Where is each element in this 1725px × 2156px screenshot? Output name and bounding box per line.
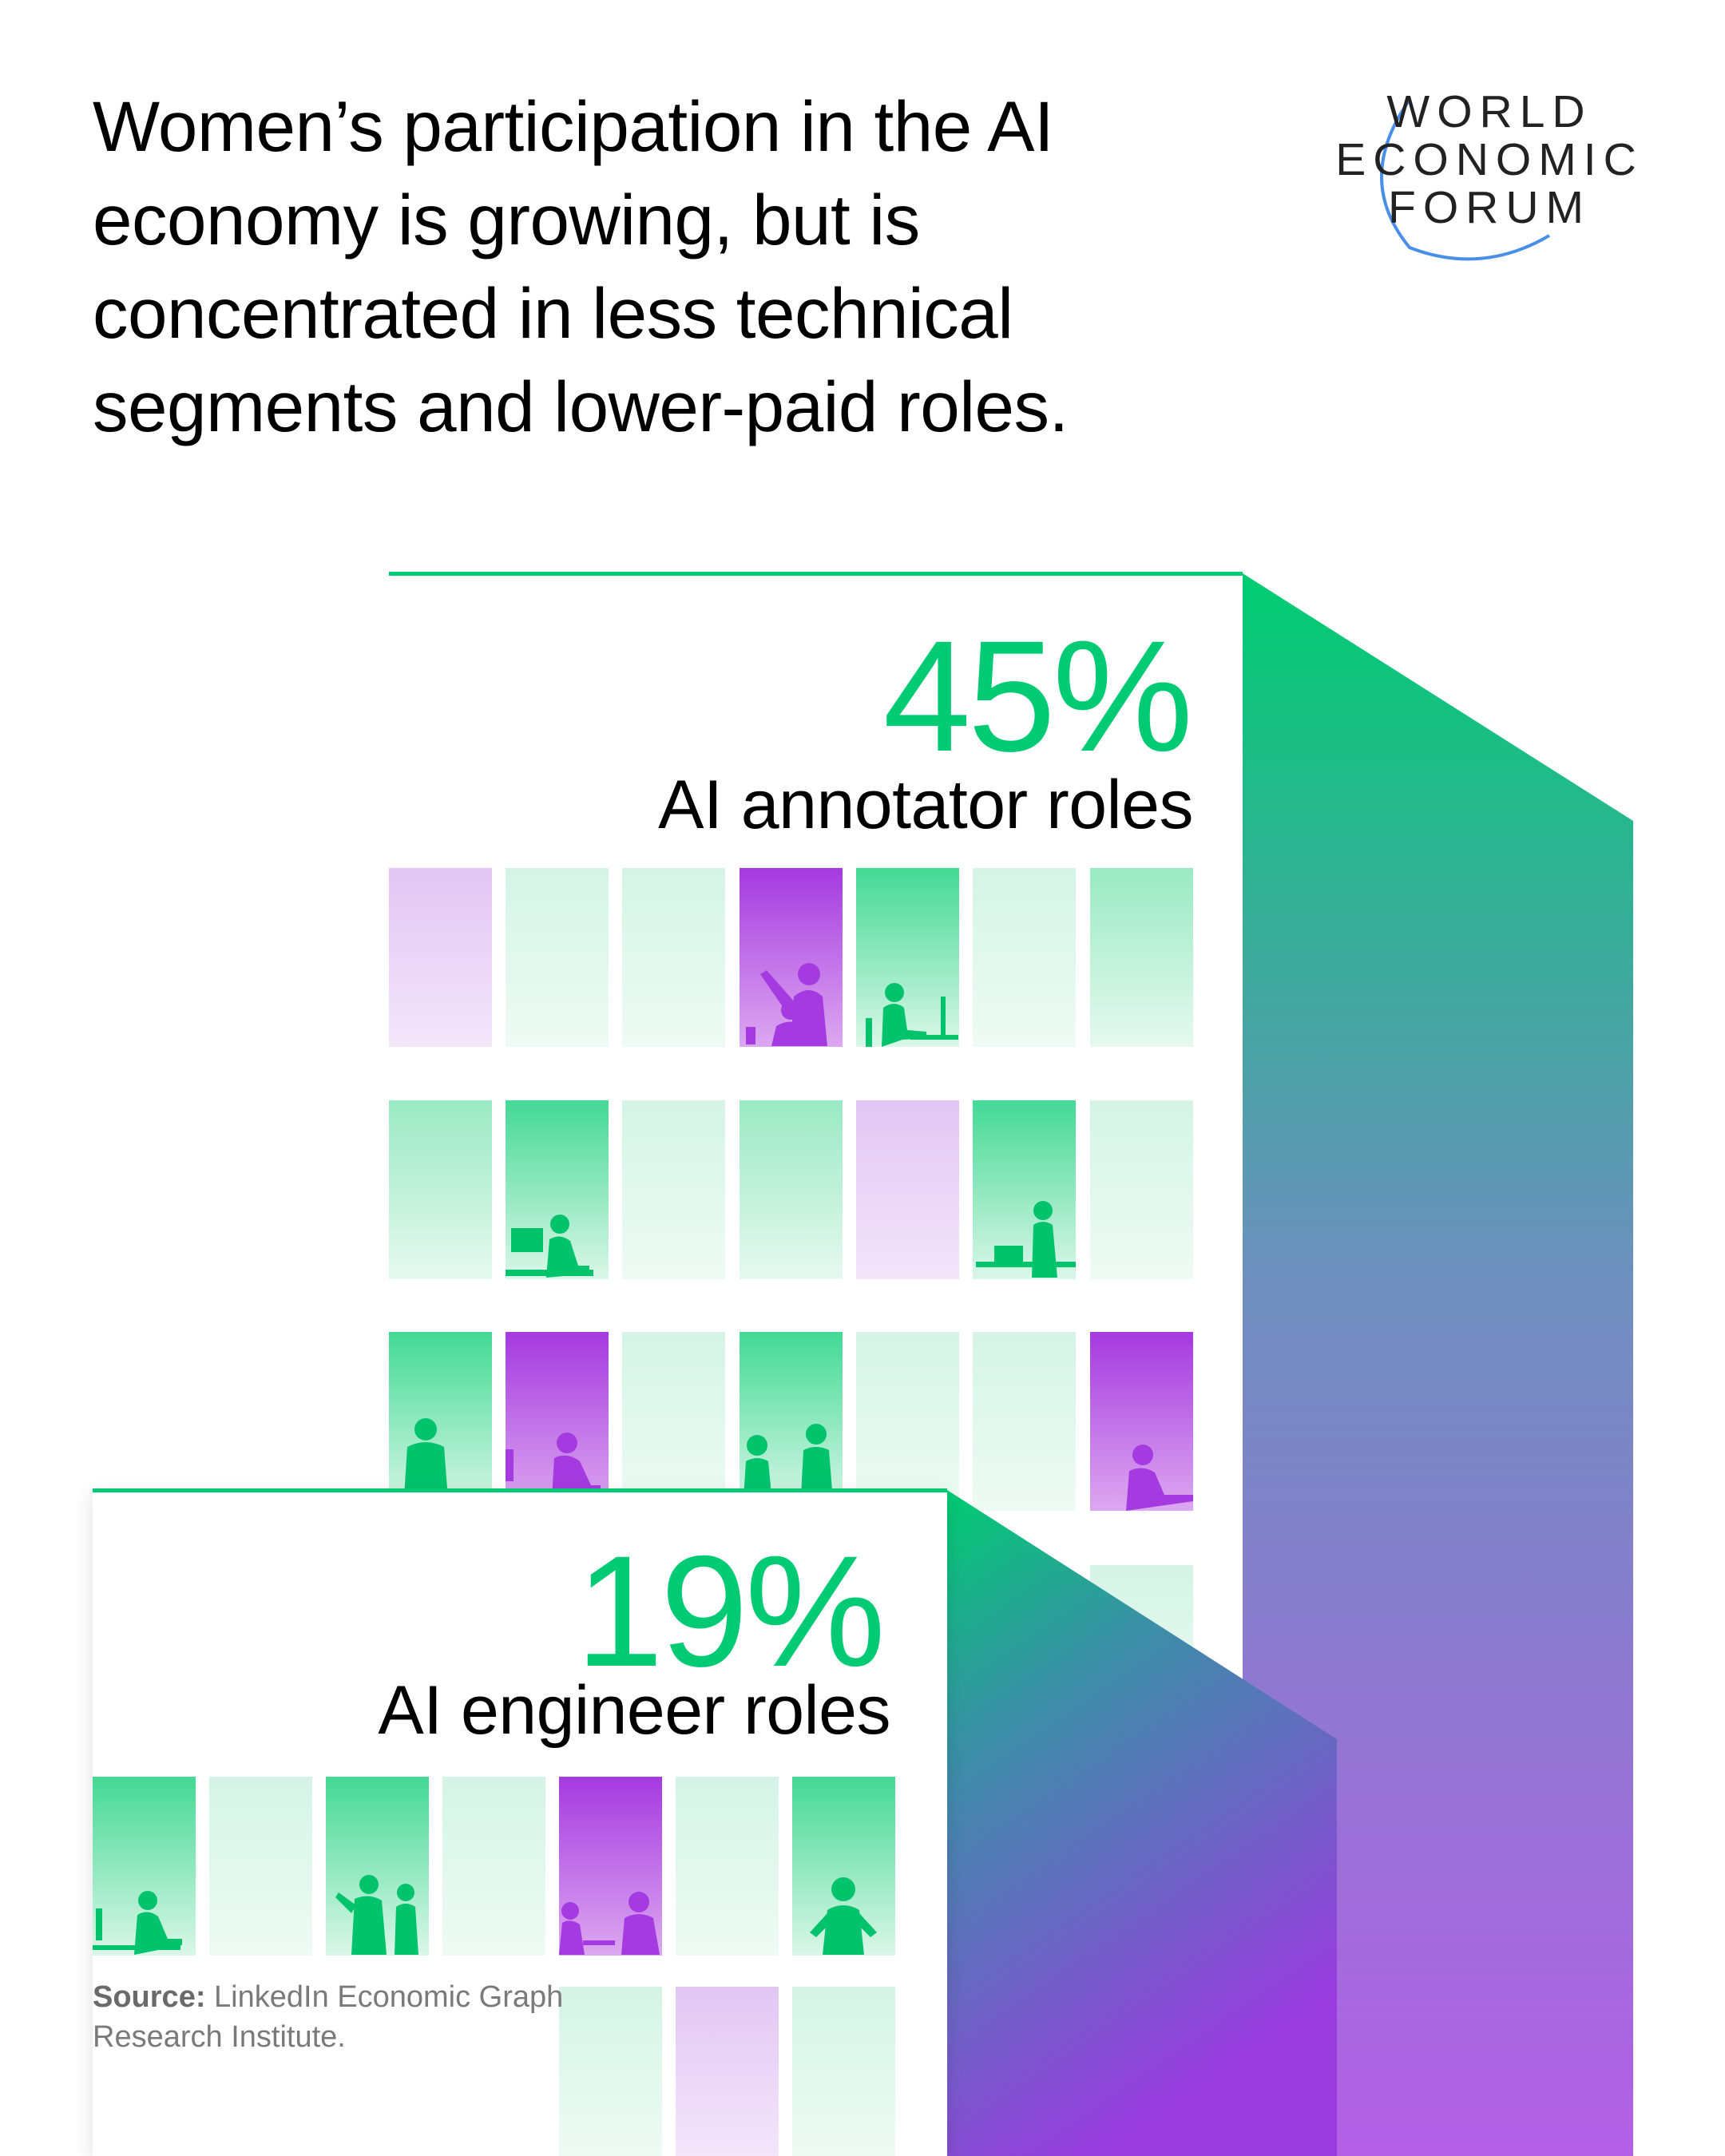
window [506, 868, 609, 1047]
window [389, 868, 492, 1047]
headline: Women’s participation in the AI economy … [93, 86, 1069, 446]
annotator-label: AI annotator roles [658, 767, 1193, 843]
window [856, 1100, 959, 1279]
building-a-side-wall [1243, 573, 1633, 2156]
window [973, 1100, 1076, 1279]
window [676, 1777, 779, 1956]
source-note: Source: LinkedIn Economic Graph Research… [93, 1977, 604, 2057]
window [622, 1332, 725, 1511]
window [442, 1777, 545, 1956]
building-a-roof-line [389, 572, 1243, 576]
window [740, 1100, 843, 1279]
building-b-side-wall [947, 1490, 1337, 2156]
logo-line-2: ECONOMIC [1335, 134, 1644, 185]
wef-logo[interactable]: WORLD ECONOMIC FORUM [1322, 84, 1657, 275]
people-silhouettes-b2 [559, 1892, 660, 1955]
source-label: Source: [93, 1980, 206, 2014]
window [1090, 1100, 1193, 1279]
window [622, 1100, 725, 1279]
window [209, 1777, 312, 1956]
annotator-percentage: 45% [882, 608, 1193, 784]
window [973, 868, 1076, 1047]
source-text: LinkedIn Economic Graph Research Institu… [93, 1980, 564, 2054]
window [1090, 868, 1193, 1047]
people-silhouettes-a [746, 963, 827, 1046]
window [973, 1332, 1076, 1511]
logo-line-1: WORLD [1386, 86, 1592, 137]
building-a-windows [389, 868, 1193, 1744]
engineer-label: AI engineer roles [378, 1672, 890, 1749]
building-b-windows [93, 1777, 895, 2156]
window [740, 868, 843, 1047]
window [389, 1100, 492, 1279]
people-silhouettes-b [93, 1875, 877, 1955]
window [622, 868, 725, 1047]
logo-line-3: FORUM [1388, 182, 1591, 233]
window [856, 1332, 959, 1511]
window [792, 1987, 895, 2156]
engineer-percentage: 19% [575, 1523, 886, 1699]
building-b-roof-line [93, 1488, 947, 1492]
logo-arc-icon [1380, 98, 1551, 261]
window [559, 1987, 662, 2156]
window [676, 1987, 779, 2156]
